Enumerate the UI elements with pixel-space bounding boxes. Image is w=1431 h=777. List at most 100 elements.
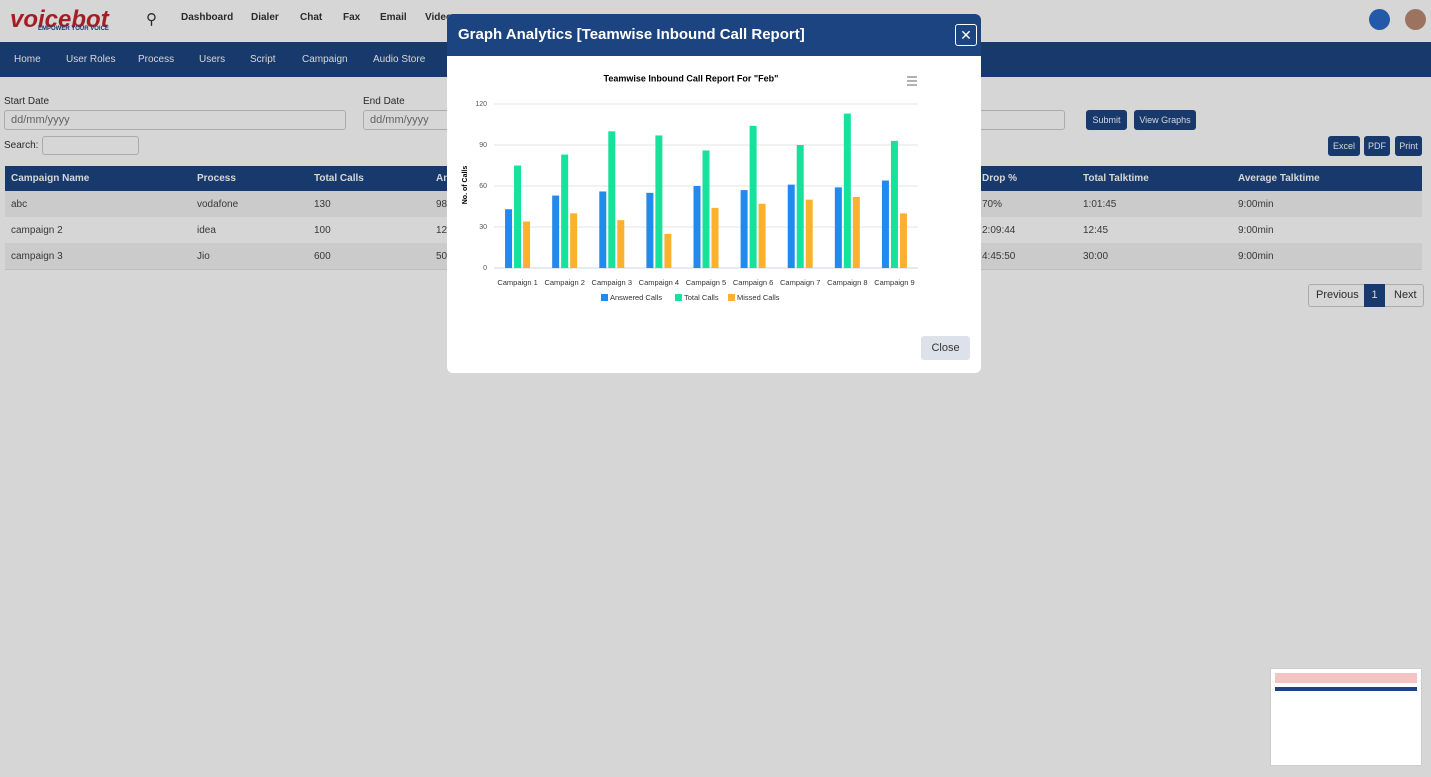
- table-cell: campaign 3: [11, 251, 63, 262]
- x-tick-label: Campaign 6: [733, 278, 773, 287]
- bar: [655, 135, 663, 268]
- table-cell: 9:00min: [1238, 225, 1274, 236]
- table-cell: 9:00min: [1238, 199, 1274, 210]
- legend-swatch: [675, 294, 682, 301]
- table-cell: 130: [314, 199, 331, 210]
- bar: [899, 213, 907, 268]
- x-tick-label: Campaign 9: [874, 278, 914, 287]
- bar: [843, 113, 851, 268]
- page-button[interactable]: 1: [1364, 284, 1385, 307]
- column-header[interactable]: Average Talktime: [1238, 173, 1320, 184]
- bar: [787, 184, 795, 268]
- submit-button[interactable]: Submit: [1086, 110, 1127, 130]
- x-tick-label: Campaign 2: [544, 278, 584, 287]
- logo: voicebot: [10, 6, 109, 33]
- table-cell: 12:45: [1083, 225, 1109, 236]
- search-icon[interactable]: ⚲: [146, 11, 157, 28]
- export-button[interactable]: PDF: [1364, 136, 1390, 156]
- table-cell: 50: [436, 251, 448, 262]
- table-cell: 100: [314, 225, 331, 236]
- next-button[interactable]: Next: [1394, 289, 1417, 301]
- menu-icon[interactable]: [907, 76, 917, 86]
- tagline: EMPOWER YOUR VOICE: [38, 26, 109, 32]
- x-tick-label: Campaign 3: [592, 278, 632, 287]
- sub-nav-link[interactable]: Campaign: [302, 54, 348, 65]
- bar: [702, 150, 710, 268]
- bar: [505, 209, 513, 268]
- nav-link[interactable]: Email: [380, 12, 407, 23]
- bar: [646, 192, 654, 268]
- column-header[interactable]: Total Calls: [314, 173, 364, 184]
- table-cell: 30:00: [1083, 251, 1109, 262]
- table-cell: Jio: [197, 251, 210, 262]
- sub-nav-link[interactable]: Users: [199, 54, 226, 65]
- bar: [561, 154, 569, 268]
- x-tick-label: Campaign 5: [686, 278, 726, 287]
- sub-nav-link[interactable]: Home: [14, 54, 41, 65]
- column-header[interactable]: Drop %: [982, 173, 1017, 184]
- column-header[interactable]: Campaign Name: [11, 173, 90, 184]
- legend-swatch: [728, 294, 735, 301]
- modal-header: [447, 14, 981, 56]
- table-cell: vodafone: [197, 199, 239, 210]
- date-input[interactable]: dd/mm/yyyy: [4, 110, 346, 130]
- nav-link[interactable]: Chat: [300, 12, 323, 23]
- sub-nav-link[interactable]: Process: [138, 54, 175, 65]
- table-cell: 2:09:44: [982, 225, 1016, 236]
- table-cell: idea: [197, 225, 216, 236]
- bar: [796, 145, 804, 268]
- bar: [514, 165, 522, 268]
- x-tick-label: Campaign 8: [827, 278, 867, 287]
- column-header[interactable]: Process: [197, 173, 236, 184]
- y-tick-label: 90: [479, 142, 487, 149]
- nav-link[interactable]: Dashboard: [181, 12, 234, 23]
- x-tick-label: Campaign 4: [639, 278, 679, 287]
- table-cell: 70%: [982, 199, 1003, 210]
- bar: [881, 180, 889, 268]
- previous-button[interactable]: Previous: [1316, 289, 1359, 301]
- close-icon[interactable]: ✕: [955, 24, 977, 46]
- label: End Date: [363, 96, 405, 107]
- table-cell: abc: [11, 199, 28, 210]
- search-label: Search:: [4, 140, 39, 151]
- export-button[interactable]: Print: [1395, 136, 1422, 156]
- export-button[interactable]: Excel: [1328, 136, 1360, 156]
- chart: Teamwise Inbound Call Report For "Feb" N…: [462, 73, 918, 302]
- x-tick-label: Campaign 1: [497, 278, 537, 287]
- avatar[interactable]: [1405, 9, 1426, 30]
- sub-nav-link[interactable]: Audio Store: [373, 54, 426, 65]
- table-cell: 98: [436, 199, 448, 210]
- thumbnail: [1270, 668, 1422, 766]
- legend-label: Total Calls: [684, 293, 719, 302]
- y-tick-label: 120: [475, 101, 487, 108]
- bar: [890, 140, 898, 268]
- x-tick-label: Campaign 7: [780, 278, 820, 287]
- modal-title: Graph Analytics [Teamwise Inbound Call R…: [458, 26, 805, 43]
- nav-link[interactable]: Video: [425, 12, 453, 23]
- chart-title: Teamwise Inbound Call Report For "Feb": [604, 73, 779, 83]
- nav-link[interactable]: Fax: [343, 12, 361, 23]
- table-cell: 4:45:50: [982, 251, 1016, 262]
- legend-label: Missed Calls: [737, 293, 780, 302]
- y-tick-label: 60: [479, 183, 487, 190]
- modal: Graph Analytics [Teamwise Inbound Call R…: [447, 14, 981, 373]
- table-cell: campaign 2: [11, 225, 63, 236]
- settings-icon[interactable]: [1369, 9, 1390, 30]
- bar: [599, 191, 607, 268]
- table-cell: 9:00min: [1238, 251, 1274, 262]
- bar: [570, 213, 578, 268]
- column-header[interactable]: An: [436, 173, 450, 184]
- nav-link[interactable]: Dialer: [251, 12, 279, 23]
- table-cell: 12: [436, 225, 448, 236]
- sub-nav-link[interactable]: User Roles: [66, 54, 116, 65]
- table-cell: 600: [314, 251, 331, 262]
- y-tick-label: 0: [483, 265, 487, 272]
- search-input[interactable]: [42, 136, 139, 155]
- column-header[interactable]: Total Talktime: [1083, 173, 1149, 184]
- sub-nav-link[interactable]: Script: [250, 54, 276, 65]
- close-button[interactable]: Close: [921, 336, 970, 360]
- bar: [758, 203, 766, 268]
- view-graphs-button[interactable]: View Graphs: [1134, 110, 1196, 130]
- y-axis-label: No. of Calls: [462, 166, 469, 205]
